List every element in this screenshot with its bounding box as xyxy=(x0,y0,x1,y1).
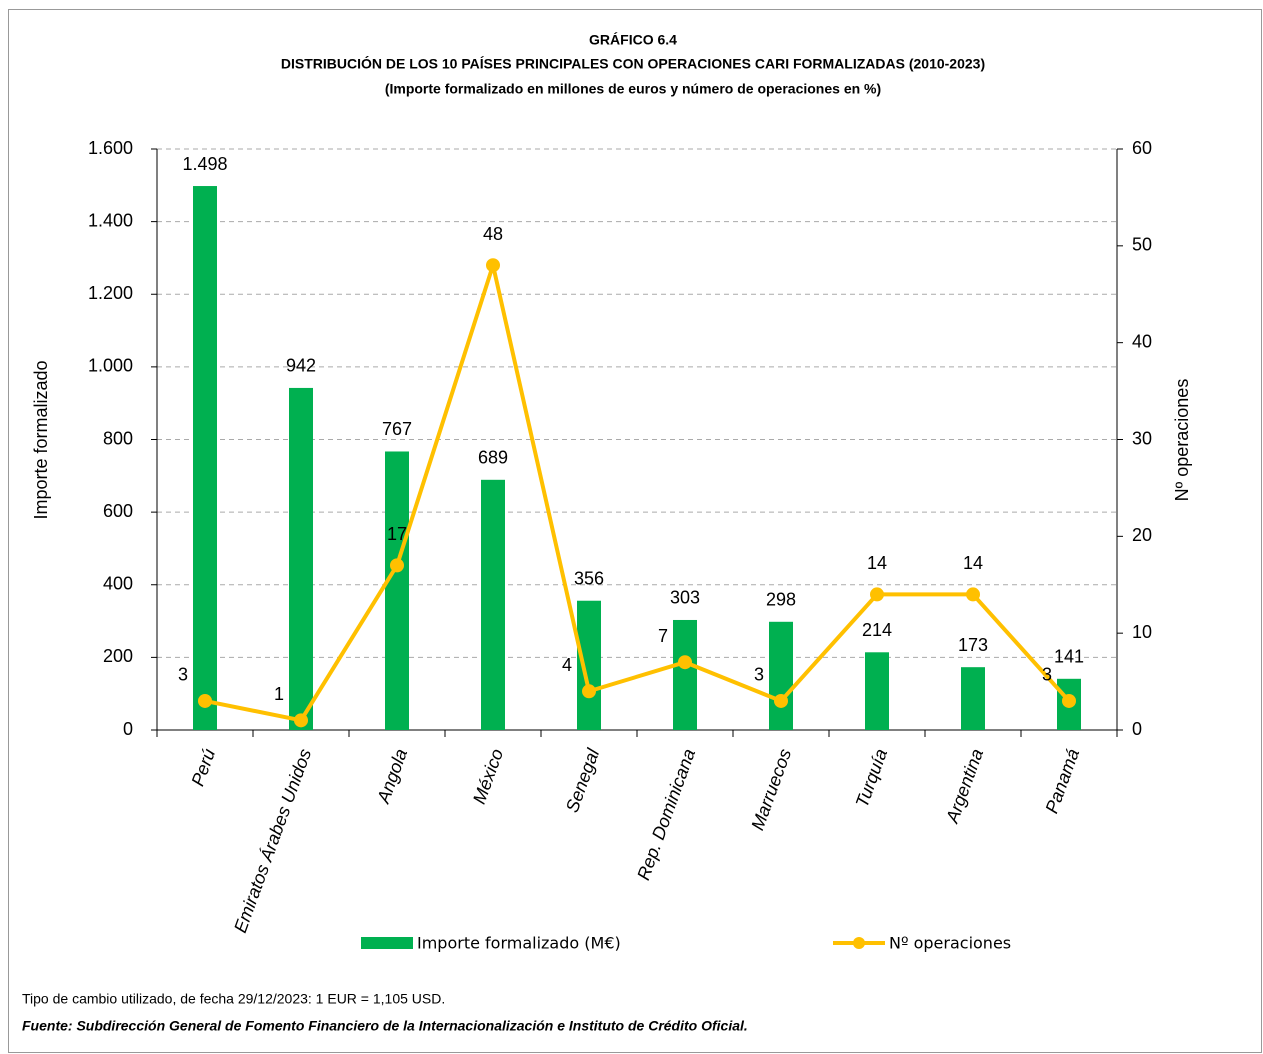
x-tick-label: Perú xyxy=(187,746,219,789)
data-label: 14 xyxy=(963,553,983,573)
x-tick-label: Emiratos Árabes Unidos xyxy=(230,746,315,935)
footnote: Tipo de cambio utilizado, de fecha 29/12… xyxy=(22,991,445,1007)
data-label: 1.498 xyxy=(182,154,227,174)
legend-label: Nº operaciones xyxy=(889,934,1011,953)
y-tick-label: 1.600 xyxy=(88,138,133,158)
x-tick-label: Panamá xyxy=(1041,746,1083,816)
y2-tick-label: 30 xyxy=(1132,428,1152,448)
y2-tick-label: 50 xyxy=(1132,235,1152,255)
y-tick-label: 1.000 xyxy=(88,356,133,376)
data-label: 3 xyxy=(178,665,188,685)
line-marker xyxy=(390,558,404,573)
y-axis-title: Importe formalizado xyxy=(31,360,51,519)
data-label: 14 xyxy=(867,553,887,573)
y2-tick-label: 20 xyxy=(1132,525,1152,545)
x-tick-label: Argentina xyxy=(942,746,987,826)
y-tick-label: 400 xyxy=(103,574,133,594)
data-label: 3 xyxy=(1042,665,1052,685)
data-label: 767 xyxy=(382,419,412,439)
data-label: 298 xyxy=(766,590,796,610)
x-tick-label: Rep. Dominicana xyxy=(633,746,699,883)
bar xyxy=(289,387,313,730)
data-label: 7 xyxy=(658,626,668,646)
data-label: 303 xyxy=(670,588,700,608)
legend-swatch xyxy=(853,937,865,949)
y-tick-label: 0 xyxy=(123,719,133,739)
chart-subtitle: (Importe formalizado en millones de euro… xyxy=(385,81,881,97)
line-marker xyxy=(198,693,212,708)
data-label: 48 xyxy=(483,224,503,244)
y2-tick-label: 0 xyxy=(1132,719,1142,739)
y-tick-label: 600 xyxy=(103,501,133,521)
line-marker xyxy=(294,713,308,728)
y-tick-label: 800 xyxy=(103,428,133,448)
bar xyxy=(481,479,505,730)
legend-label: Importe formalizado (M€) xyxy=(417,934,621,953)
line xyxy=(204,263,1071,723)
data-label: 17 xyxy=(387,524,407,544)
data-label: 942 xyxy=(286,356,316,376)
bar xyxy=(577,600,601,730)
bar xyxy=(865,652,889,730)
line-marker xyxy=(774,693,788,708)
x-tick-label: Marruecos xyxy=(747,746,795,833)
y2-tick-label: 60 xyxy=(1132,138,1152,158)
line-marker xyxy=(582,684,596,699)
bar xyxy=(193,186,217,730)
data-label: 173 xyxy=(958,635,988,655)
bar xyxy=(961,667,985,730)
line-marker xyxy=(486,258,500,273)
x-tick-label: México xyxy=(469,746,507,806)
y-tick-label: 1.400 xyxy=(88,210,133,230)
data-label: 141 xyxy=(1054,647,1084,667)
data-label: 214 xyxy=(862,620,892,640)
x-tick-label: Angola xyxy=(373,746,411,806)
data-label: 689 xyxy=(478,448,508,468)
line-marker xyxy=(1062,693,1076,708)
x-tick-label: Senegal xyxy=(562,745,604,815)
y-tick-label: 200 xyxy=(103,646,133,666)
bar xyxy=(673,619,697,730)
data-label: 356 xyxy=(574,568,604,588)
line-marker xyxy=(870,587,884,602)
bar xyxy=(769,621,793,730)
y2-tick-label: 40 xyxy=(1132,331,1152,351)
line-marker xyxy=(678,655,692,670)
data-label: 3 xyxy=(754,665,764,685)
y2-axis-title: Nº operaciones xyxy=(1172,379,1192,502)
line-marker xyxy=(966,587,980,602)
x-tick-label: Turquía xyxy=(852,746,892,810)
legend-swatch xyxy=(361,937,413,949)
bar xyxy=(385,451,409,730)
y-tick-label: 1.200 xyxy=(88,283,133,303)
data-label: 4 xyxy=(562,655,572,675)
frame xyxy=(8,9,1262,1053)
source: Fuente: Subdirección General de Fomento … xyxy=(22,1018,748,1034)
chart-title: GRÁFICO 6.4 xyxy=(589,32,677,48)
data-label: 1 xyxy=(274,684,284,704)
y2-tick-label: 10 xyxy=(1132,622,1152,642)
chart-subtitle: DISTRIBUCIÓN DE LOS 10 PAÍSES PRINCIPALE… xyxy=(281,55,985,72)
